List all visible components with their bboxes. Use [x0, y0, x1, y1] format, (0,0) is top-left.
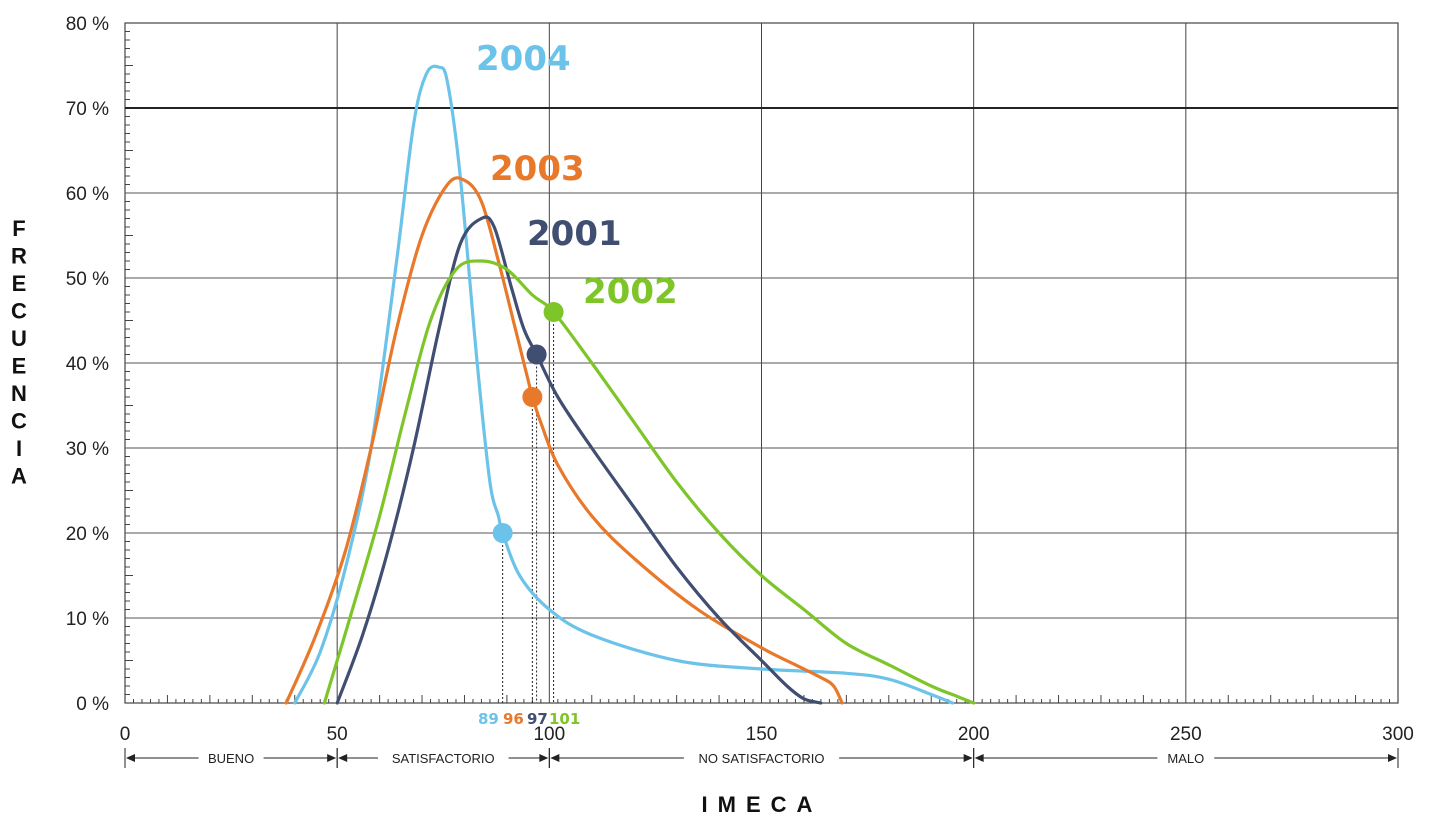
x-tick-label: 200	[958, 724, 990, 745]
y-tick-labels: 0 % 10 % 20 % 30 % 40 % 50 % 60 % 70 % 80 %	[66, 14, 109, 715]
marker-value-labels: 89 96 97 101	[478, 710, 580, 728]
band-label: SATISFACTORIO	[392, 751, 495, 766]
marker-value-label-2004: 89	[478, 710, 499, 728]
marker-value-label-2001: 97	[527, 710, 548, 728]
x-axis-title: IMECA	[702, 792, 823, 817]
x-tick-labels: 0 50 100 150 200 250 300	[120, 724, 1414, 745]
series-lines	[284, 64, 976, 705]
x-tick-label: 150	[746, 724, 778, 745]
y-tick-label: 30 %	[66, 439, 109, 460]
band-arrowhead	[126, 754, 135, 762]
y-axis-title-letter: U	[11, 326, 27, 351]
y-axis-title-letter: E	[12, 271, 27, 296]
band-arrowhead	[963, 754, 973, 762]
y-tick-label: 0 %	[76, 694, 109, 715]
x-tick-label: 300	[1382, 724, 1414, 745]
y-tick-label: 10 %	[66, 609, 109, 630]
y-axis-title-letter: C	[11, 299, 27, 324]
y-axis-title-letter: N	[11, 381, 27, 406]
series-markers	[492, 302, 564, 543]
band-arrowhead	[550, 754, 560, 762]
series-label-2004: 2004	[476, 39, 571, 79]
marker-2002	[543, 302, 564, 322]
series-line-2003	[284, 176, 844, 705]
marker-guides	[502, 312, 555, 703]
y-axis-title-letter: R	[11, 244, 27, 269]
series-label-2003: 2003	[490, 149, 585, 189]
y-axis-title-letter: I	[16, 436, 22, 461]
marker-2003	[522, 387, 543, 407]
x-tick-label: 100	[533, 724, 565, 745]
y-axis-title-letter: E	[12, 354, 27, 379]
y-tick-label: 80 %	[66, 14, 109, 35]
grid	[124, 22, 1399, 704]
minor-ticks	[125, 31, 1391, 703]
band-label: NO SATISFACTORIO	[699, 751, 825, 766]
category-bands: BUENO SATISFACTORIO NO SATISFACTORIO MALO	[124, 748, 1399, 768]
band-arrowhead	[974, 754, 984, 762]
y-tick-label: 40 %	[66, 354, 109, 375]
y-tick-label: 70 %	[66, 99, 109, 120]
marker-value-label-2002: 101	[549, 710, 580, 728]
series-labels: 2004 2003 2001 2002	[476, 39, 678, 312]
band-arrowhead	[539, 754, 549, 762]
band-arrowhead	[327, 754, 337, 762]
series-label-2002: 2002	[583, 272, 678, 312]
band-label: MALO	[1167, 751, 1204, 766]
y-axis-title-letter: F	[12, 216, 25, 241]
marker-2004	[492, 523, 513, 543]
y-tick-label: 60 %	[66, 184, 109, 205]
band-arrowhead	[1388, 754, 1397, 762]
band-arrowhead	[338, 754, 348, 762]
series-line-2002	[322, 259, 976, 705]
y-axis-title-letter: A	[11, 464, 27, 489]
marker-2001	[526, 344, 547, 365]
x-tick-label: 50	[327, 724, 348, 745]
series-line-2001	[335, 215, 823, 705]
y-tick-label: 20 %	[66, 524, 109, 545]
series-line-2004	[293, 64, 955, 705]
x-tick-label: 250	[1170, 724, 1202, 745]
series-label-2001: 2001	[527, 214, 622, 254]
x-tick-label: 0	[120, 724, 131, 745]
marker-value-label-2003: 96	[503, 710, 524, 728]
band-label: BUENO	[208, 751, 254, 766]
y-tick-label: 50 %	[66, 269, 109, 290]
y-axis-title-letter: C	[11, 409, 27, 434]
